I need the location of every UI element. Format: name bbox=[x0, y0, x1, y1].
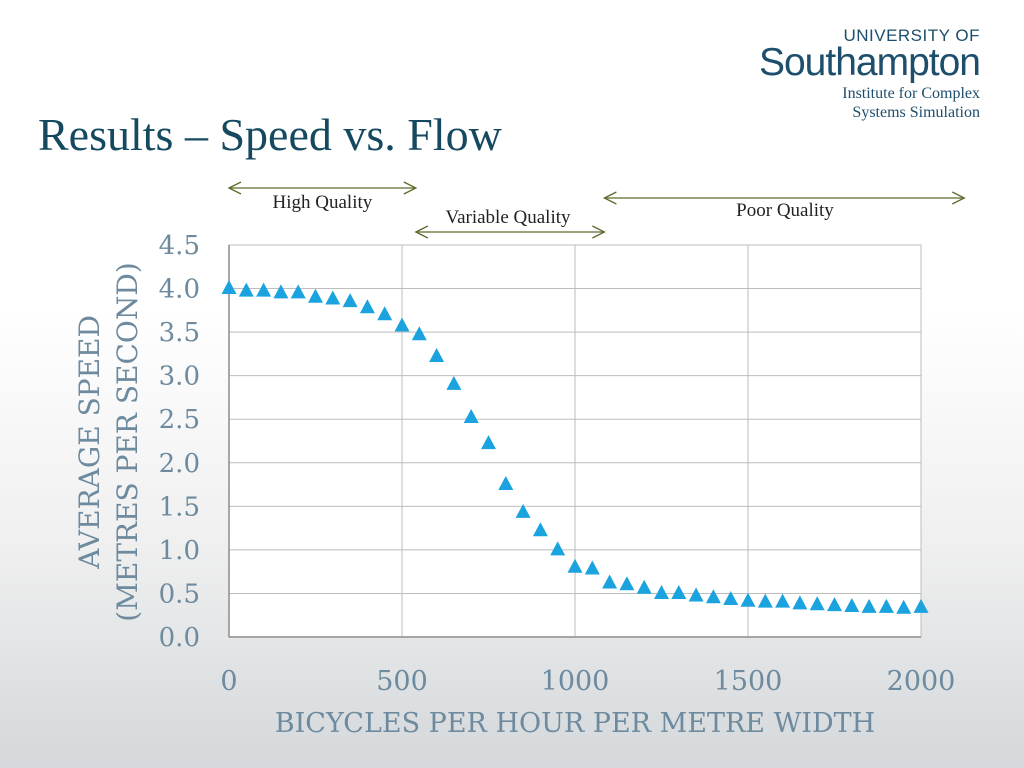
data-point bbox=[792, 595, 808, 610]
data-point bbox=[394, 317, 410, 332]
data-point bbox=[654, 584, 669, 599]
data-point bbox=[446, 375, 462, 390]
data-point bbox=[429, 348, 445, 363]
y-axis-label-line-1: AVERAGE SPEED bbox=[73, 315, 106, 570]
data-point bbox=[377, 306, 393, 321]
data-point bbox=[775, 593, 791, 608]
data-point bbox=[325, 290, 341, 305]
data-point bbox=[896, 599, 912, 614]
data-point bbox=[290, 284, 306, 299]
x-tick-label: 2000 bbox=[887, 666, 956, 697]
data-point bbox=[463, 408, 479, 423]
region-label: Poor Quality bbox=[736, 200, 834, 221]
y-tick-label: 1.0 bbox=[159, 536, 200, 566]
data-point bbox=[308, 288, 323, 303]
region-label: Variable Quality bbox=[445, 207, 571, 228]
data-point bbox=[481, 435, 496, 450]
data-point bbox=[844, 598, 860, 613]
quality-regions: High Quality Variable Quality Poor Quality bbox=[227, 181, 966, 239]
data-point bbox=[273, 284, 289, 299]
data-point bbox=[550, 541, 566, 556]
axis-ticks: 0.0 0.5 1.0 1.5 2.0 2.5 3.0 3.5 4.0 4.5 0 500 1000 15… bbox=[159, 231, 956, 697]
logo-university-of: UNIVERSITY OF bbox=[843, 26, 980, 45]
region-arrow-head-left bbox=[414, 225, 429, 239]
region-arrow-head-right bbox=[403, 181, 418, 195]
data-point bbox=[878, 598, 894, 613]
logo-southampton: Southampton bbox=[758, 41, 981, 84]
institute-name: Institute for Complex Systems Simulation bbox=[760, 84, 980, 122]
y-tick-label: 0.0 bbox=[159, 623, 200, 653]
data-point bbox=[584, 560, 600, 575]
y-tick-label: 3.0 bbox=[159, 362, 200, 392]
data-point bbox=[567, 558, 583, 573]
data-point bbox=[636, 579, 652, 594]
y-tick-label: 1.5 bbox=[159, 492, 200, 522]
data-point bbox=[688, 587, 704, 602]
x-axis-label: BICYCLES PER HOUR PER METRE WIDTH bbox=[275, 708, 875, 739]
institute-line-2: Systems Simulation bbox=[852, 104, 980, 121]
data-point bbox=[723, 591, 739, 606]
data-point bbox=[861, 598, 877, 613]
data-point bbox=[359, 299, 375, 314]
data-point bbox=[913, 598, 929, 613]
x-tick-label: 0 bbox=[220, 666, 237, 697]
y-tick-label: 3.5 bbox=[159, 318, 200, 348]
university-logo: UNIVERSITY OF Southampton bbox=[758, 26, 981, 84]
x-tick-label: 500 bbox=[376, 666, 428, 697]
data-point bbox=[671, 584, 687, 599]
region-arrow-head-left bbox=[602, 191, 617, 205]
data-point bbox=[532, 522, 548, 537]
data-point bbox=[809, 596, 825, 611]
region-arrow-head-right bbox=[592, 225, 606, 239]
region-arrow-head-left bbox=[227, 181, 242, 195]
data-point bbox=[740, 592, 756, 607]
y-tick-label: 0.5 bbox=[159, 579, 200, 609]
slide-title: Results – Speed vs. Flow bbox=[38, 109, 502, 160]
data-point bbox=[602, 574, 618, 589]
data-point bbox=[238, 282, 254, 297]
data-point bbox=[342, 293, 358, 308]
y-tick-label: 4.5 bbox=[159, 231, 200, 261]
y-axis-label-line-2: (METRES PER SECOND) bbox=[111, 262, 144, 621]
data-point bbox=[757, 593, 773, 608]
data-points bbox=[221, 280, 929, 614]
data-point bbox=[705, 589, 721, 604]
region-label: High Quality bbox=[273, 192, 373, 213]
data-point bbox=[221, 280, 237, 295]
x-tick-label: 1000 bbox=[541, 666, 610, 697]
y-tick-label: 2.5 bbox=[159, 405, 200, 435]
institute-line-1: Institute for Complex bbox=[842, 85, 980, 102]
data-point bbox=[498, 476, 514, 491]
data-point bbox=[411, 326, 427, 341]
y-tick-label: 4.0 bbox=[159, 275, 200, 305]
region-arrow-head-right bbox=[951, 191, 966, 205]
x-tick-label: 1500 bbox=[714, 666, 783, 697]
data-point bbox=[515, 503, 531, 518]
data-point bbox=[827, 597, 842, 612]
data-point bbox=[256, 282, 272, 297]
data-point bbox=[619, 576, 635, 591]
y-tick-label: 2.0 bbox=[159, 449, 200, 479]
